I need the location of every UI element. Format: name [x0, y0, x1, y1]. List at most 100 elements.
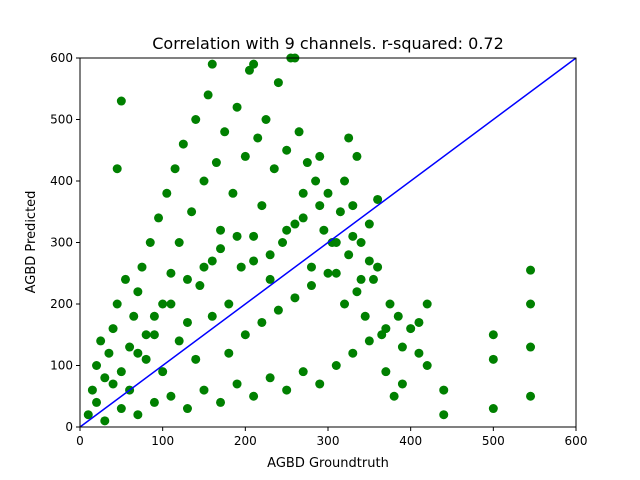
scatter-point: [133, 287, 143, 297]
x-tick-label: 500: [482, 434, 505, 448]
scatter-point: [422, 299, 432, 309]
scatter-point: [265, 250, 275, 260]
scatter-point: [125, 342, 135, 352]
scatter-point: [422, 361, 432, 370]
scatter-point: [141, 330, 151, 340]
scatter-point: [315, 201, 325, 211]
scatter-point: [340, 299, 350, 309]
x-tick-label: 100: [151, 434, 174, 448]
scatter-point: [414, 348, 424, 358]
scatter-point: [240, 330, 250, 340]
scatter-point: [216, 225, 226, 235]
scatter-point: [133, 348, 143, 358]
scatter-point: [232, 102, 242, 112]
y-tick-label: 400: [50, 174, 73, 188]
scatter-point: [162, 188, 172, 198]
scatter-point: [199, 385, 209, 395]
scatter-point: [141, 354, 151, 364]
scatter-point: [344, 250, 354, 260]
scatter-point: [290, 219, 300, 229]
scatter-point: [257, 201, 267, 211]
scatter-point: [381, 324, 391, 334]
scatter-point: [129, 311, 139, 321]
scatter-point: [236, 262, 246, 272]
scatter-point: [298, 367, 308, 377]
scatter-point: [249, 391, 259, 401]
scatter-point: [364, 256, 374, 266]
scatter-point: [199, 176, 209, 186]
scatter-point: [149, 397, 159, 407]
scatter-point: [261, 115, 271, 124]
y-tick-label: 100: [50, 359, 73, 373]
scatter-point: [207, 311, 217, 321]
scatter-point: [182, 404, 192, 414]
scatter-point: [228, 188, 238, 198]
x-axis-label: AGBD Groundtruth: [267, 456, 389, 471]
scatter-point: [302, 158, 312, 168]
scatter-point: [195, 281, 205, 291]
scatter-point: [116, 367, 126, 377]
scatter-point: [249, 59, 259, 69]
scatter-point: [158, 299, 168, 309]
scatter-point: [406, 324, 416, 334]
scatter-point: [166, 299, 176, 309]
scatter-point: [526, 391, 536, 401]
scatter-point: [344, 133, 354, 143]
scatter-point: [397, 342, 407, 352]
scatter-point: [187, 207, 197, 217]
scatter-point: [207, 256, 217, 266]
scatter-point: [174, 238, 184, 247]
scatter-point: [298, 188, 308, 198]
scatter-point: [112, 299, 122, 309]
scatter-point: [356, 274, 366, 284]
scatter-point: [92, 361, 102, 370]
scatter-point: [211, 158, 221, 168]
scatter-point: [352, 151, 362, 161]
y-tick-label: 500: [50, 113, 73, 127]
scatter-point: [253, 133, 263, 143]
scatter-point: [166, 391, 176, 401]
scatter-point: [526, 265, 536, 275]
scatter-point: [488, 354, 498, 364]
scatter-point: [112, 164, 122, 174]
scatter-point: [298, 213, 308, 223]
scatter-point: [182, 274, 192, 284]
scatter-point: [364, 219, 374, 229]
scatter-point: [373, 194, 383, 204]
y-tick-label: 300: [50, 236, 73, 250]
scatter-point: [526, 342, 536, 352]
scatter-point: [331, 361, 341, 370]
points-layer: [83, 53, 536, 426]
scatter-point: [100, 416, 110, 426]
scatter-point: [207, 59, 217, 69]
scatter-point: [191, 115, 201, 124]
scatter-point: [104, 348, 114, 358]
scatter-point: [232, 231, 242, 241]
scatter-point: [166, 268, 176, 278]
scatter-point: [290, 293, 300, 303]
scatter-point: [331, 238, 341, 247]
scatter-point: [282, 385, 292, 395]
scatter-point: [120, 274, 130, 284]
scatter-point: [488, 404, 498, 414]
scatter-point: [158, 367, 168, 377]
scatter-point: [348, 348, 358, 358]
scatter-point: [191, 354, 201, 364]
scatter-point: [294, 127, 304, 137]
scatter-point: [149, 330, 159, 340]
y-tick-label: 0: [65, 420, 73, 434]
y-axis-ticks: 0 100 200 300 400 500 600: [50, 51, 80, 434]
scatter-point: [249, 231, 259, 241]
x-axis-ticks: 0 100 200 300 400 500 600: [76, 427, 587, 448]
x-tick-label: 300: [317, 434, 340, 448]
scatter-point: [306, 281, 316, 291]
reference-line: [79, 57, 577, 428]
scatter-point: [154, 213, 164, 223]
x-tick-label: 400: [399, 434, 422, 448]
scatter-point: [92, 397, 102, 407]
scatter-point: [174, 336, 184, 346]
scatter-point: [133, 410, 143, 420]
scatter-point: [381, 367, 391, 377]
scatter-point: [315, 151, 325, 161]
